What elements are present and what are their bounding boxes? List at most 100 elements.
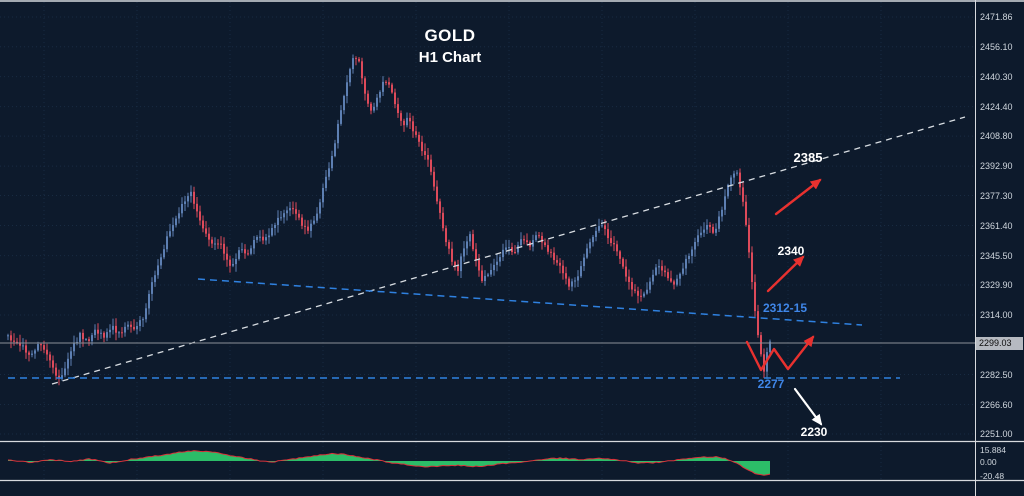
projection-arrow-down-white[interactable] (793, 387, 823, 426)
candle-body (622, 258, 624, 267)
candle-body (184, 201, 186, 204)
candle-body (208, 233, 210, 240)
candle-body (685, 258, 687, 269)
candle-body (40, 344, 42, 346)
candle-body (520, 239, 522, 246)
candle-body (607, 229, 609, 239)
annotation-zone-2312-15[interactable]: 2312-15 (762, 301, 808, 315)
candle-body (691, 249, 693, 256)
candle-body (112, 325, 114, 330)
candle-body (22, 345, 24, 347)
candle-body (604, 225, 606, 230)
projection-arrow-up-mid[interactable] (766, 255, 805, 293)
candle-body (280, 217, 282, 219)
candle-body (298, 213, 300, 218)
projection-arrow-up-top[interactable] (774, 178, 822, 216)
candle-body (55, 367, 57, 376)
candle-body (334, 143, 336, 157)
candle-body (646, 289, 648, 294)
candle-body (301, 217, 303, 226)
candle-body (37, 344, 39, 351)
candle-body (169, 231, 171, 237)
candle-body (382, 81, 384, 92)
candle-body (589, 242, 591, 249)
candle-body (706, 225, 708, 230)
candle-body (214, 243, 216, 245)
candle-body (658, 266, 660, 268)
price-tick-label: 2282.50 (980, 370, 1013, 380)
candle-body (19, 342, 21, 346)
candle-body (88, 339, 90, 341)
candle-body (652, 274, 654, 282)
timeframe-title: H1 Chart (418, 49, 482, 66)
candle-body (178, 213, 180, 219)
candle-body (484, 275, 486, 281)
annotation-target-2340[interactable]: 2340 (777, 244, 805, 258)
candle-body (97, 329, 99, 334)
descending-blue-line[interactable] (197, 278, 863, 326)
candle-body (25, 345, 27, 353)
candle-body (457, 265, 459, 272)
candle-body (58, 375, 60, 378)
candle-body (199, 211, 201, 221)
candle-body (319, 202, 321, 214)
candle-body (487, 274, 489, 276)
candle-body (109, 329, 111, 333)
candle-body (358, 58, 360, 62)
annotation-target-2230[interactable]: 2230 (800, 425, 828, 439)
candle-body (619, 251, 621, 259)
candle-body (427, 155, 429, 160)
candle-body (565, 273, 567, 279)
candle-body (121, 332, 123, 334)
candle-body (238, 250, 240, 259)
candle-body (49, 354, 51, 361)
candle-body (256, 237, 258, 240)
candle-body (583, 257, 585, 267)
annotation-resistance-2385[interactable]: 2385 (793, 150, 823, 165)
candle-body (283, 213, 285, 218)
price-tick-label: 2251.00 (980, 429, 1013, 439)
candle-body (712, 226, 714, 233)
price-tick-label: 2377.30 (980, 191, 1013, 201)
price-tick-label: 2392.90 (980, 161, 1013, 171)
candle-body (340, 110, 342, 124)
candle-body (130, 324, 132, 327)
candle-body (229, 259, 231, 266)
candle-body (67, 358, 69, 369)
candle-body (337, 123, 339, 144)
candle-body (436, 186, 438, 202)
projection-zigzag-arrow[interactable] (745, 335, 815, 372)
candle-body (655, 267, 657, 275)
candle-body (472, 234, 474, 250)
candle-body (769, 341, 771, 353)
candle-body (697, 235, 699, 243)
candle-body (349, 69, 351, 83)
candle-body (754, 282, 756, 312)
candle-body (562, 265, 564, 274)
candle-body (634, 289, 636, 291)
candle-body (541, 236, 543, 243)
indicator-tick-label: -20.48 (980, 471, 1005, 481)
candle-body (304, 225, 306, 227)
candle-body (262, 236, 264, 241)
candle-body (61, 375, 63, 378)
candle-body (448, 242, 450, 249)
ascending-trendline[interactable] (51, 116, 966, 385)
candle-body (433, 171, 435, 187)
candle-body (400, 113, 402, 121)
candle-body (547, 245, 549, 252)
candle-body (268, 235, 270, 238)
candle-body (508, 247, 510, 249)
candle-body (532, 240, 534, 247)
candle-body (643, 293, 645, 297)
annotation-support-2277[interactable]: 2277 (757, 377, 785, 391)
candle-body (172, 225, 174, 232)
candle-body (496, 261, 498, 265)
price-tick-label: 2361.40 (980, 221, 1013, 231)
candle-body (181, 204, 183, 214)
candle-body (454, 261, 456, 266)
candle-body (175, 218, 177, 226)
candle-body (295, 209, 297, 214)
